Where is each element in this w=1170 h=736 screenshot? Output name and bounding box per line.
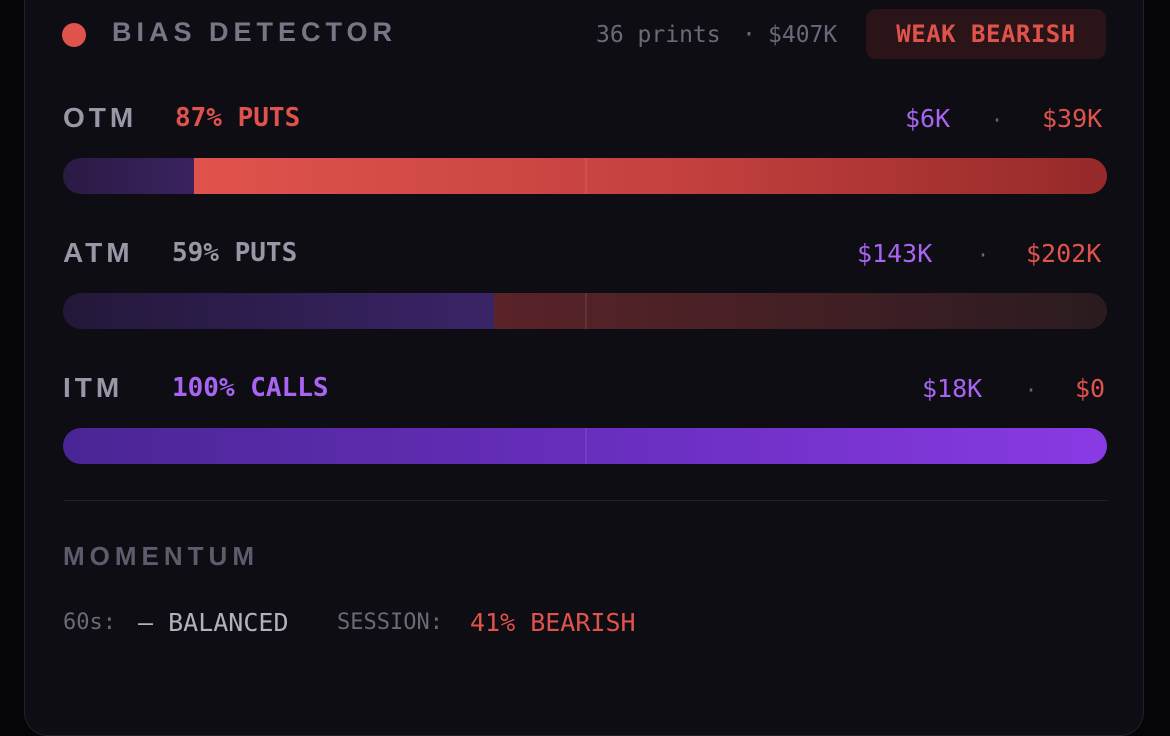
row-label-atm: ATM	[63, 237, 134, 268]
section-divider	[63, 500, 1107, 501]
prints-count: 36 prints	[596, 22, 721, 48]
session-label: SESSION:	[337, 610, 443, 635]
total-premium: $407K	[768, 22, 838, 48]
row-label-itm: ITM	[63, 372, 124, 403]
atm-call-amount: $143K	[857, 239, 933, 268]
panel-title: BIAS DETECTOR	[112, 17, 398, 47]
otm-call-segment	[63, 158, 194, 194]
row-value-atm: 59% PUTS	[172, 238, 298, 268]
atm-center-marker	[585, 293, 587, 329]
atm-call-segment	[63, 293, 494, 329]
otm-center-marker	[585, 158, 587, 194]
momentum-window-label: 60s:	[63, 610, 116, 635]
bias-badge: WEAK BEARISH	[866, 9, 1106, 59]
otm-bias-bar	[63, 158, 1107, 194]
atm-put-segment	[494, 293, 1107, 329]
otm-amount-separator: ·	[991, 108, 1004, 132]
row-value-itm: 100% CALLS	[172, 373, 329, 403]
otm-put-amount: $39K	[1042, 104, 1103, 133]
itm-call-segment	[63, 428, 1107, 464]
row-value-otm: 87% PUTS	[175, 103, 301, 133]
itm-put-amount: $0	[1075, 374, 1106, 403]
atm-bias-bar	[63, 293, 1107, 329]
itm-center-marker	[585, 428, 587, 464]
momentum-window-value: — BALANCED	[138, 608, 289, 637]
atm-put-amount: $202K	[1026, 239, 1102, 268]
bias-detector-panel	[24, 0, 1144, 736]
itm-bias-bar	[63, 428, 1107, 464]
meta-separator: ·	[742, 22, 756, 48]
session-value: 41% BEARISH	[470, 608, 636, 637]
itm-amount-separator: ·	[1025, 378, 1038, 402]
row-label-otm: OTM	[63, 102, 138, 133]
otm-call-amount: $6K	[905, 104, 951, 133]
itm-call-amount: $18K	[922, 374, 983, 403]
atm-amount-separator: ·	[977, 243, 990, 267]
status-dot-icon	[62, 23, 86, 47]
momentum-title: MOMENTUM	[63, 541, 259, 571]
otm-put-segment	[194, 158, 1107, 194]
